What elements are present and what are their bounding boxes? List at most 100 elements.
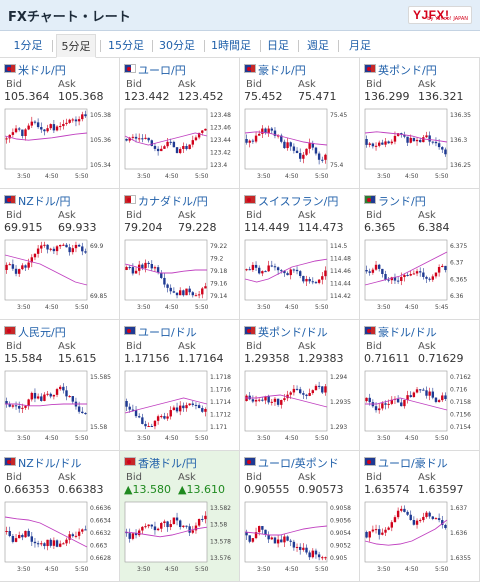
currency-flag-icon: [244, 64, 256, 73]
x-tick-label: 4:50: [405, 173, 419, 180]
flag-dot: [367, 67, 371, 71]
pair-link[interactable]: NZドル/ドル: [18, 457, 82, 470]
tab-7[interactable]: 月足: [349, 39, 371, 52]
rate-panel[interactable]: ユーロ/ドル Bid Ask 1.17156 1.17164 1.1718 1.1…: [120, 320, 240, 451]
rate-panel[interactable]: ランド/円 Bid Ask 6.365 6.384 6.375 6.37 6.365…: [360, 189, 480, 320]
rate-panel[interactable]: スイスフラン/円 Bid Ask 114.449 114.473 114.5 11…: [240, 189, 360, 320]
rate-panel[interactable]: ユーロ/豪ドル Bid Ask 1.63574 1.63597 1.637 1.6…: [360, 451, 480, 582]
flag-stripe: [11, 458, 15, 465]
candle-body: [434, 397, 438, 402]
x-tick-label: 3:50: [17, 173, 31, 180]
y-tick-label: 1.294: [330, 374, 347, 381]
candle-body: [409, 514, 412, 520]
candle-body: [201, 288, 204, 295]
bid-value: 1.63574: [364, 483, 410, 496]
mini-candlestick-chart[interactable]: 75.45 75.4 3:50 4:50 5:50: [243, 107, 357, 187]
tab-0[interactable]: 1分足: [13, 39, 43, 52]
rate-panel[interactable]: NZドル/円 Bid Ask 69.915 69.933 69.9 69.85 3:…: [0, 189, 120, 320]
rate-panel[interactable]: 英ポンド/ドル Bid Ask 1.29358 1.29383 1.294 1.2…: [240, 320, 360, 451]
candle-body: [317, 279, 321, 283]
candle-body: [418, 389, 422, 391]
x-tick-label: 3:50: [137, 566, 151, 573]
mini-candlestick-chart[interactable]: 15.585 15.58 3:50 4:50 5:50: [3, 369, 117, 449]
mini-candlestick-chart[interactable]: 1.1718 1.1716 1.1714 1.1712 1.171 3:50 4:50 5:5…: [123, 369, 237, 449]
mini-candlestick-chart[interactable]: 79.22 79.2 79.18 79.16 79.14 3:50 4:50 5:50: [123, 238, 237, 318]
mini-candlestick-chart[interactable]: 6.375 6.37 6.365 6.36 3:50 4:50 5:45: [363, 238, 477, 318]
mini-candlestick-chart[interactable]: 0.9058 0.9056 0.9054 0.9052 0.905 3:50 4:50 5:5…: [243, 500, 357, 580]
candle-body: [273, 537, 277, 544]
chart-frame: [4, 108, 88, 170]
tab-3[interactable]: 30分足: [159, 39, 195, 52]
candle-body: [409, 395, 412, 398]
y-tick-label: 15.58: [90, 424, 107, 431]
pair-link[interactable]: ユーロ/円: [138, 64, 186, 77]
pair-link[interactable]: ランド/円: [378, 195, 426, 208]
rate-panel[interactable]: 豪ドル/ドル Bid Ask 0.71611 0.71629 0.7162 0.7…: [360, 320, 480, 451]
pair-link[interactable]: ユーロ/英ポンド: [258, 457, 339, 470]
tab-4[interactable]: 1時間足: [211, 39, 251, 52]
mini-candlestick-chart[interactable]: 114.5 114.48 114.46 114.44 114.42 3:50 4:50 5:5…: [243, 238, 357, 318]
y-tick-label: 136.25: [450, 162, 471, 169]
rate-panel[interactable]: NZドル/ドル Bid Ask 0.66353 0.66383 0.6636 0.…: [0, 451, 120, 582]
pair-link[interactable]: 英ポンド/ドル: [258, 326, 328, 339]
rate-panel[interactable]: カナダドル/円 Bid Ask 79.204 79.228 79.22 79.2 7…: [120, 189, 240, 320]
mini-candlestick-chart[interactable]: 136.35 136.3 136.25 3:50 4:50 5:50: [363, 107, 477, 187]
currency-flag-icon: [124, 326, 136, 335]
tab-2[interactable]: 15分足: [108, 39, 144, 52]
pair-link[interactable]: ユーロ/ドル: [138, 326, 197, 339]
mini-candlestick-chart[interactable]: 0.7162 0.716 0.7158 0.7156 0.7154 3:50 4:50 5:5…: [363, 369, 477, 449]
rate-panel[interactable]: 豪ドル/円 Bid Ask 75.452 75.471 75.45 75.4 3:5…: [240, 58, 360, 189]
candle-body: [74, 119, 78, 122]
candle-body: [393, 277, 397, 281]
pair-link[interactable]: カナダドル/円: [138, 195, 208, 208]
x-tick-label: 5:50: [435, 566, 449, 573]
candle-body: [141, 417, 144, 424]
mini-candlestick-chart[interactable]: 1.294 1.2935 1.293 3:50 4:50 5:50: [243, 369, 357, 449]
pair-link[interactable]: 香港ドル/円: [138, 457, 197, 470]
rate-panel[interactable]: ユーロ/英ポンド Bid Ask 0.90555 0.90573 0.9058 0…: [240, 451, 360, 582]
ask-value: 1.17164: [178, 352, 224, 365]
yjfx-logo[interactable]: YJFX! by Yahoo! JAPAN: [408, 6, 472, 24]
candle-body: [84, 251, 87, 253]
candle-body: [147, 524, 150, 527]
pair-link[interactable]: 豪ドル/円: [258, 64, 306, 77]
rate-panel[interactable]: 英ポンド/円 Bid Ask 136.299 136.321 136.35 136…: [360, 58, 480, 189]
candle-body: [36, 122, 40, 128]
tab-5[interactable]: 日足: [267, 39, 289, 52]
pair-link[interactable]: 英ポンド/円: [378, 64, 437, 77]
candle-body: [371, 143, 375, 147]
candle-body: [390, 141, 394, 144]
rate-panel[interactable]: 人民元/円 Bid Ask 15.584 15.615 15.585 15.58 3…: [0, 320, 120, 451]
candle-body: [172, 517, 176, 525]
rate-panel[interactable]: ユーロ/円 Bid Ask 123.442 123.452 123.48 123.…: [120, 58, 240, 189]
candle-body: [374, 264, 378, 270]
candle-body: [412, 392, 416, 398]
x-tick-label: 3:50: [137, 435, 151, 442]
flag-dot: [247, 329, 251, 333]
x-tick-label: 4:50: [45, 173, 59, 180]
mini-candlestick-chart[interactable]: 105.38 105.36 105.34 3:50 4:50 5:50: [3, 107, 117, 187]
candle-body: [77, 244, 81, 247]
mini-candlestick-chart[interactable]: 123.48 123.46 123.44 123.42 123.4 3:50 4:50 5:5…: [123, 107, 237, 187]
pair-link[interactable]: スイスフラン/円: [258, 195, 339, 208]
tab-6[interactable]: 週足: [307, 39, 329, 52]
mini-candlestick-chart[interactable]: 1.637 1.636 1.6355 3:50 4:50 5:50: [363, 500, 477, 580]
rate-panel[interactable]: 香港ドル/円 Bid Ask ▲13.580 ▲13.610 13.582 13.…: [120, 451, 240, 582]
rate-panel[interactable]: 米ドル/円 Bid Ask 105.364 105.368 105.38 105.…: [0, 58, 120, 189]
pair-link[interactable]: 人民元/円: [18, 326, 66, 339]
mini-candlestick-chart[interactable]: 0.6636 0.6634 0.6632 0.663 0.6628 3:50 4:50 5:5…: [3, 500, 117, 580]
candle-body: [197, 294, 201, 296]
candle-body: [321, 276, 324, 280]
pair-link[interactable]: NZドル/円: [18, 195, 71, 208]
mini-candlestick-chart[interactable]: 13.582 13.58 13.578 13.576 3:50 4:50 5:50: [123, 500, 237, 580]
x-tick-label: 5:50: [195, 435, 209, 442]
ask-value: 69.933: [58, 221, 97, 234]
pair-link[interactable]: 豪ドル/ドル: [378, 326, 437, 339]
pair-link[interactable]: ユーロ/豪ドル: [378, 457, 448, 470]
candle-body: [422, 516, 425, 521]
pair-link[interactable]: 米ドル/円: [18, 64, 66, 77]
x-tick-label: 5:50: [315, 435, 329, 442]
candle-body: [248, 140, 251, 143]
mini-candlestick-chart[interactable]: 69.9 69.85 3:50 4:50 5:50: [3, 238, 117, 318]
tab-1[interactable]: 5分足: [56, 34, 96, 58]
